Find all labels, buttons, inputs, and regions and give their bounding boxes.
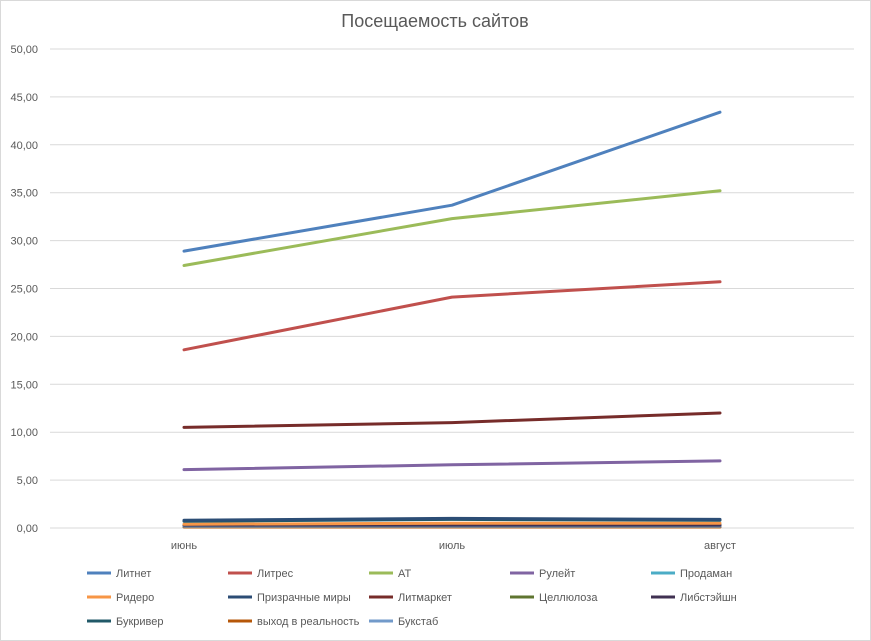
x-axis: июнь июль август xyxy=(171,540,736,552)
legend-label: Букстаб xyxy=(398,616,438,628)
x-tick-label: июль xyxy=(439,540,466,552)
series-line xyxy=(182,521,722,526)
y-tick-label: 30,00 xyxy=(10,236,38,248)
y-tick-label: 20,00 xyxy=(10,331,38,343)
series-line xyxy=(182,459,722,472)
y-tick-label: 10,00 xyxy=(10,427,38,439)
gridlines xyxy=(50,48,854,529)
y-tick-label: 15,00 xyxy=(10,379,38,391)
series-line xyxy=(182,280,722,352)
y-tick-label: 50,00 xyxy=(10,44,38,56)
legend-label: Рулейт xyxy=(539,568,575,580)
legend: Литнет Литрес АТ Рулейт Продаман Ридеро Призра… xyxy=(87,568,737,628)
y-tick-label: 40,00 xyxy=(10,140,38,152)
y-tick-label: 35,00 xyxy=(10,188,38,200)
x-tick-label: август xyxy=(704,540,736,552)
legend-label: Ридеро xyxy=(116,592,154,604)
series-line xyxy=(182,411,722,429)
chart-title: Посещаемость сайтов xyxy=(341,11,528,31)
series-line xyxy=(182,110,722,253)
y-axis: 0,00 5,00 10,00 15,00 20,00 25,00 30,00 35,00 40… xyxy=(10,44,38,535)
legend-label: Литрес xyxy=(257,568,294,580)
legend-label: выход в реальность xyxy=(257,616,360,628)
legend-label: Либстэйшн xyxy=(680,592,737,604)
legend-label: Литмаркет xyxy=(398,592,452,604)
y-tick-label: 25,00 xyxy=(10,284,38,296)
legend-label: Целлюлоза xyxy=(539,592,598,604)
legend-label: Продаман xyxy=(680,568,732,580)
x-tick-label: июнь xyxy=(171,540,197,552)
y-tick-label: 5,00 xyxy=(17,475,38,487)
series-lines xyxy=(182,110,722,529)
y-tick-label: 45,00 xyxy=(10,92,38,104)
legend-label: Призрачные миры xyxy=(257,592,351,604)
legend-label: Букривер xyxy=(116,616,164,628)
y-tick-label: 0,00 xyxy=(17,523,38,535)
legend-label: Литнет xyxy=(116,568,151,580)
series-line xyxy=(182,516,722,522)
legend-label: АТ xyxy=(398,568,411,580)
series-line xyxy=(182,189,722,267)
